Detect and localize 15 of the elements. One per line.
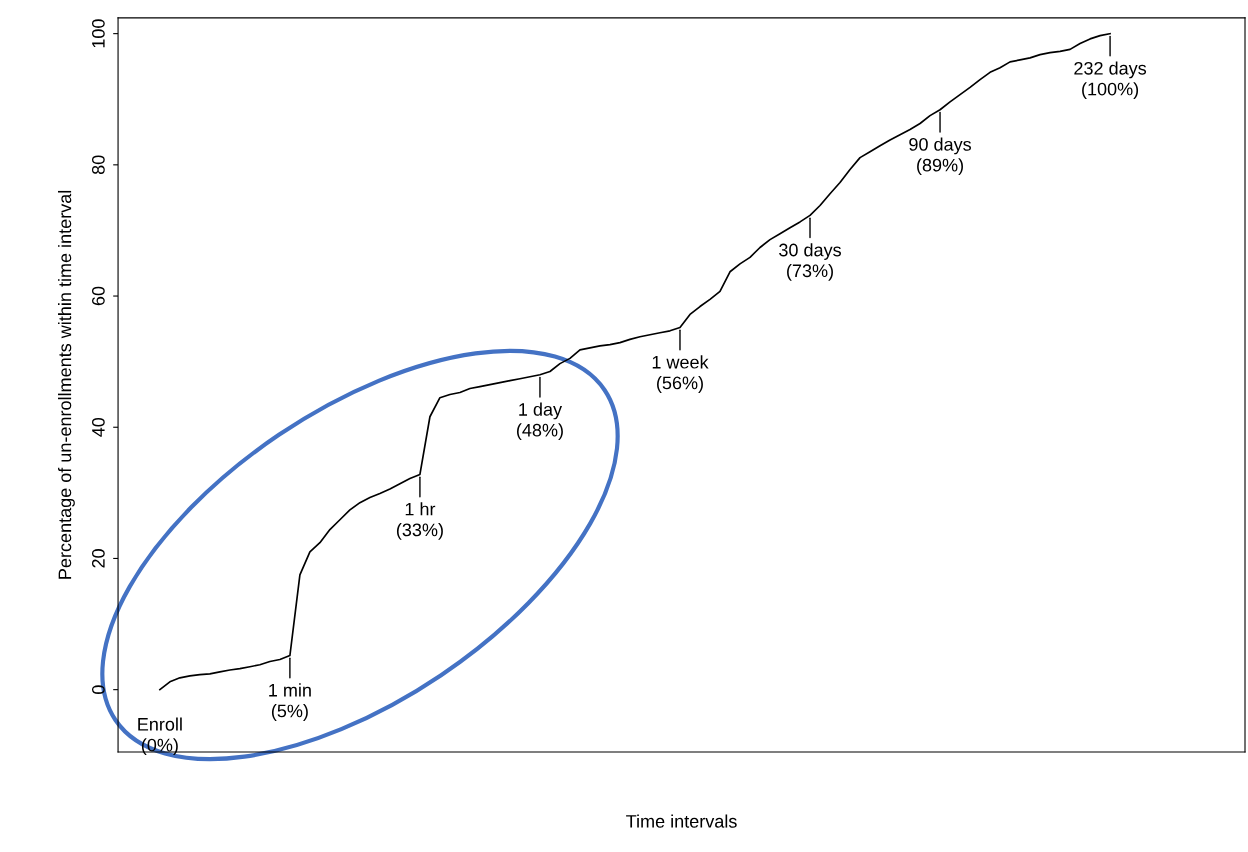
y-tick-label: 20 [91, 549, 105, 568]
y-tick-label: 80 [91, 155, 105, 175]
y-tick-label: 100 [91, 19, 105, 48]
annotation: 1 week (56%) [652, 355, 709, 393]
annotation: 232 days (100%) [1074, 61, 1147, 99]
annotation: 1 day (48%) [516, 402, 563, 441]
y-tick-label: 0 [91, 685, 105, 694]
y-axis-title: Percentage of un-enrollments within time interval [58, 190, 75, 579]
annotation: 1 hr (33%) [396, 502, 443, 540]
x-axis-title: Time intervals [626, 814, 737, 828]
annotation: 90 days (89%) [909, 137, 972, 176]
annotation: 30 days (73%) [779, 243, 841, 281]
annotation: 1 min (5%) [269, 683, 311, 721]
y-tick-label: 60 [91, 286, 105, 306]
y-tick-label: 40 [91, 417, 105, 437]
